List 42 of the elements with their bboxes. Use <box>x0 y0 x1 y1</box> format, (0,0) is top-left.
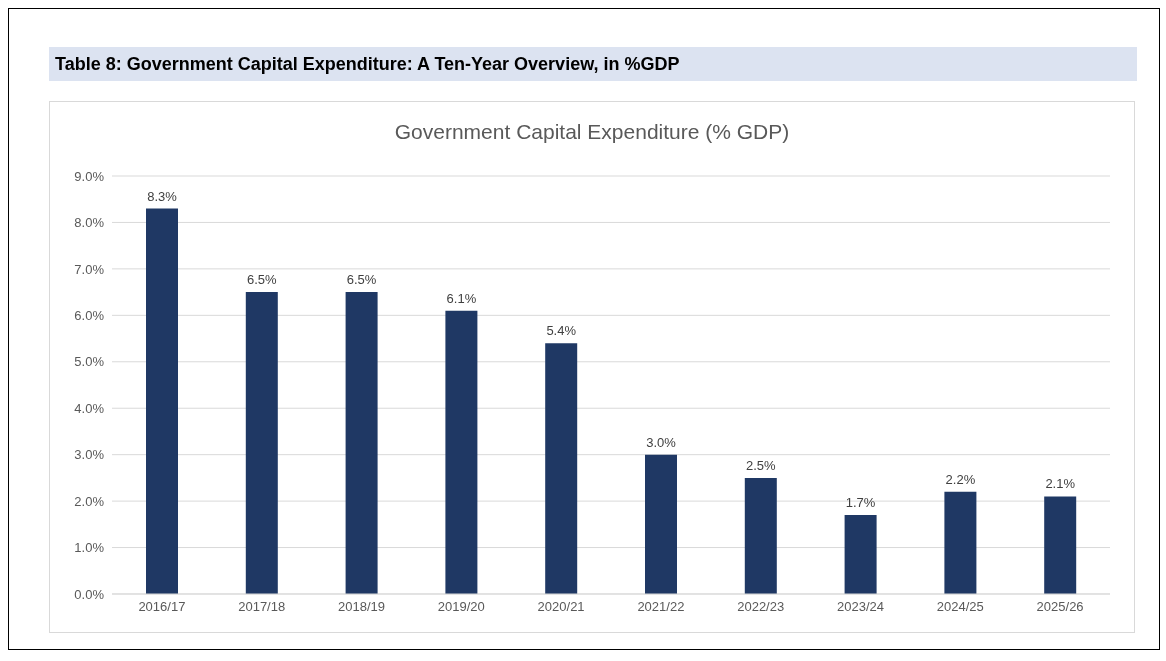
bar <box>146 208 178 594</box>
data-label: 5.4% <box>546 323 577 339</box>
bar <box>245 292 278 594</box>
y-tick-label: 4.0% <box>74 400 105 416</box>
y-tick-label: 5.0% <box>74 354 105 370</box>
data-label: 6.1% <box>446 290 477 306</box>
x-tick-label: 2025/26 <box>1036 599 1084 615</box>
x-tick-label: 2022/23 <box>737 599 785 615</box>
bar <box>445 310 478 594</box>
y-tick-label: 7.0% <box>74 261 105 277</box>
data-label: 3.0% <box>646 434 677 450</box>
chart-subtitle: Government Capital Expenditure (% GDP) <box>393 120 791 144</box>
bar <box>1044 496 1077 594</box>
x-tick-label: 2019/20 <box>437 599 485 615</box>
bar <box>345 292 378 594</box>
x-tick-label: 2023/24 <box>837 599 884 615</box>
bar <box>744 477 777 594</box>
data-label: 2.1% <box>1045 476 1076 492</box>
bar <box>545 343 578 594</box>
y-tick-label: 2.0% <box>74 493 105 509</box>
x-tick-label: 2020/21 <box>537 599 585 615</box>
x-tick-label: 2017/18 <box>238 599 286 615</box>
y-tick-label: 9.0% <box>74 168 105 184</box>
x-tick-label: 2018/19 <box>338 599 385 615</box>
data-label: 2.5% <box>745 457 777 473</box>
data-label: 2.2% <box>945 471 976 487</box>
y-tick-label: 8.0% <box>74 215 105 231</box>
data-label: 8.3% <box>147 188 178 204</box>
y-tick-label: 0.0% <box>74 586 105 602</box>
data-label: 1.7% <box>845 495 876 511</box>
y-tick-label: 1.0% <box>74 540 105 556</box>
y-tick-label: 6.0% <box>74 307 105 323</box>
x-tick-label: 2021/22 <box>637 599 685 615</box>
x-tick-label: 2016/17 <box>138 599 186 615</box>
data-label: 6.5% <box>246 272 278 288</box>
bar <box>944 491 977 594</box>
bar <box>844 515 877 594</box>
data-label: 6.5% <box>346 272 377 288</box>
chart-title: Table 8: Government Capital Expenditure: A Ten-Year Overview, in %GDP <box>49 47 1137 81</box>
bar <box>645 454 677 594</box>
y-tick-label: 3.0% <box>74 447 105 463</box>
x-tick-label: 2024/25 <box>936 599 984 615</box>
